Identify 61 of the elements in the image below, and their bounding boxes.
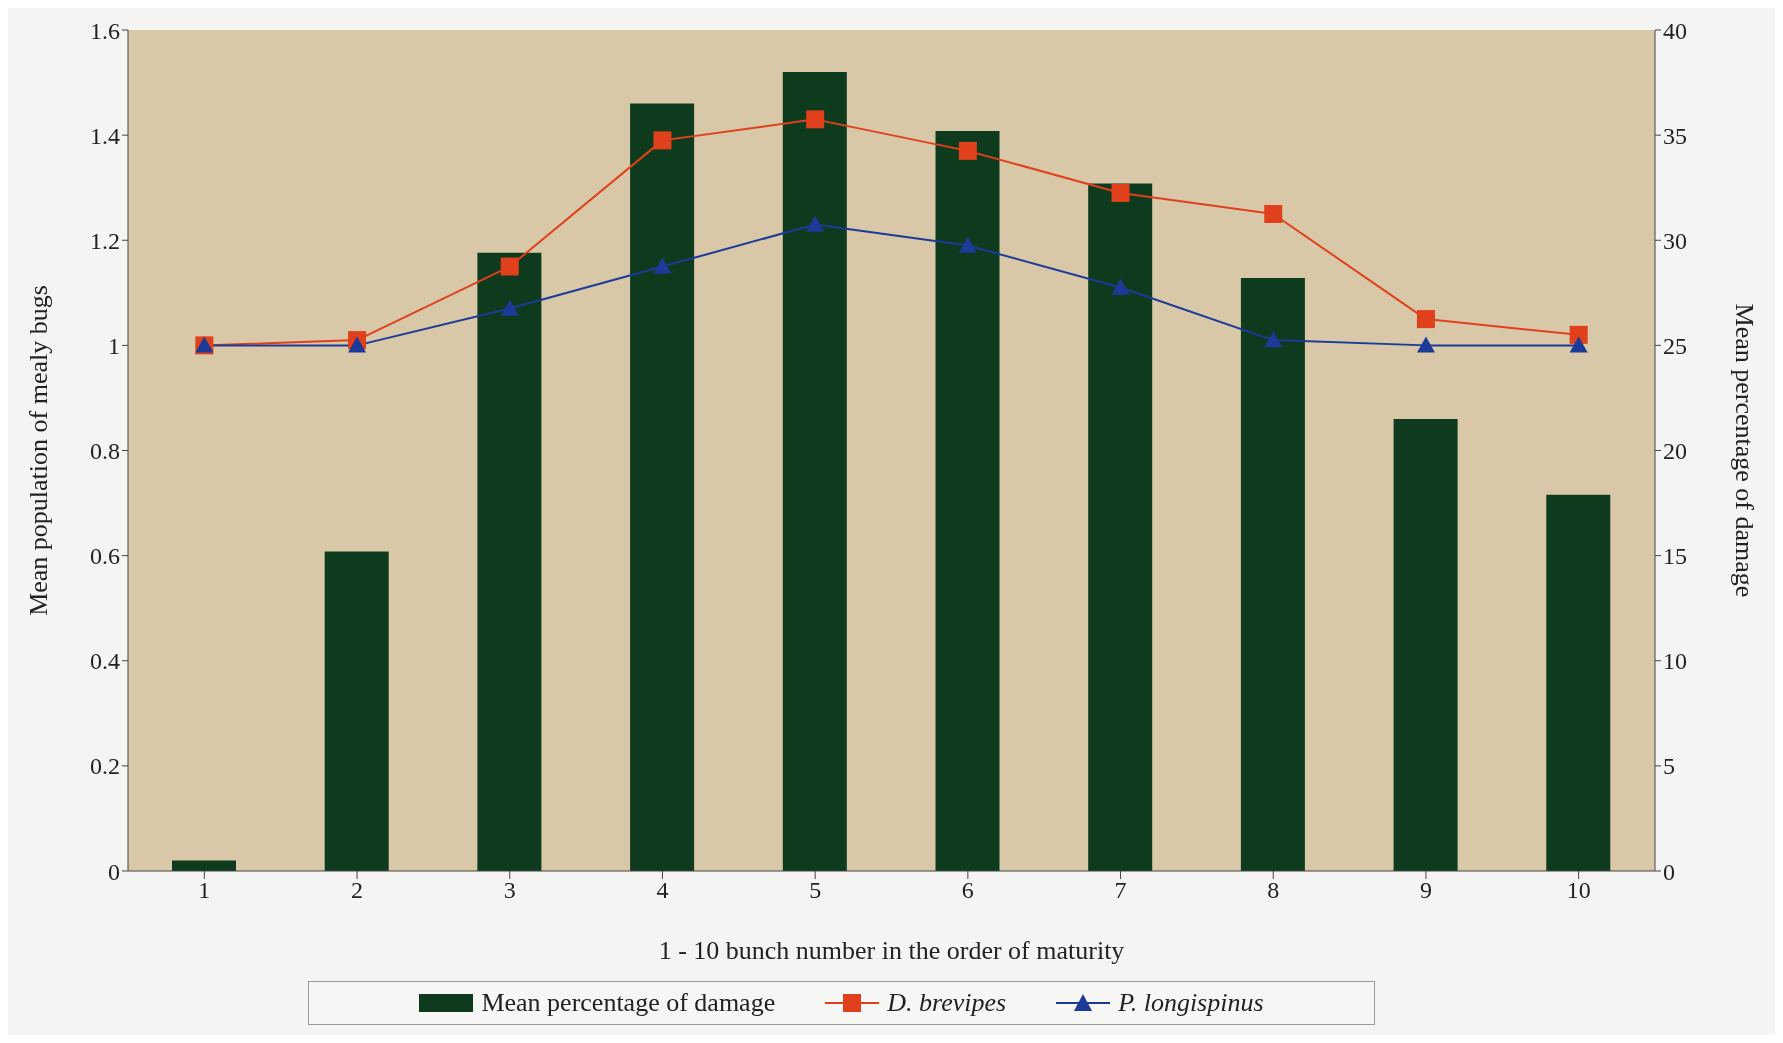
point — [958, 236, 977, 253]
y-tick-label: 0 — [108, 858, 120, 885]
y2-tick-label: 20 — [1663, 438, 1687, 465]
y2-tick-label: 40 — [1663, 17, 1687, 44]
point — [1111, 278, 1130, 295]
point — [1111, 183, 1130, 202]
point — [653, 257, 672, 274]
y-tick-label: 1 — [108, 332, 120, 359]
y-tick-label: 1.6 — [90, 17, 120, 44]
y-tick-label: 1.2 — [90, 227, 120, 254]
bar — [630, 103, 695, 871]
y2-tick-label: 15 — [1663, 543, 1687, 570]
point — [348, 336, 367, 353]
y-axis-title: Mean population of mealy bugs — [24, 285, 54, 616]
x-tick-label: 2 — [351, 877, 364, 904]
x-tick-label: 8 — [1267, 877, 1280, 904]
point — [500, 257, 519, 276]
y2-tick-label: 10 — [1663, 648, 1687, 675]
point — [1416, 336, 1435, 353]
x-tick-label: 10 — [1566, 877, 1591, 904]
x-tick-label: 5 — [809, 877, 822, 904]
y-tick-label: 0.4 — [90, 648, 120, 675]
point — [958, 141, 977, 160]
point — [1264, 331, 1283, 348]
bar — [324, 551, 389, 871]
y-tick-label: 0.6 — [90, 543, 120, 570]
y-tick-label: 0.8 — [90, 438, 120, 465]
y2-tick-label: 0 — [1663, 858, 1675, 885]
x-tick-label: 3 — [503, 877, 516, 904]
point — [500, 299, 519, 316]
x-tick-label: 9 — [1419, 877, 1432, 904]
x-tick-label: 6 — [961, 877, 974, 904]
point — [653, 131, 672, 150]
bar — [1546, 494, 1611, 871]
x-axis-title: 1 - 10 bunch number in the order of maturity — [658, 936, 1125, 965]
x-tick-label: 7 — [1114, 877, 1127, 904]
y2-tick-label: 25 — [1663, 332, 1687, 359]
bar — [1240, 278, 1305, 871]
point — [1264, 204, 1283, 223]
x-tick-label: 1 — [198, 877, 211, 904]
legend-label: P. longispinus — [1117, 988, 1264, 1018]
legend-label: Mean percentage of damage — [480, 988, 776, 1018]
bar — [172, 860, 236, 871]
point — [806, 110, 825, 129]
y2-tick-label: 35 — [1663, 122, 1687, 149]
x-tick-label: 4 — [656, 877, 669, 904]
y-tick-label: 1.4 — [90, 122, 120, 149]
legend-label: D. brevipes — [886, 988, 1007, 1018]
bar — [935, 130, 1000, 871]
y2-tick-label: 30 — [1663, 227, 1687, 254]
point — [1569, 325, 1588, 344]
bar — [782, 72, 847, 871]
y2-axis-title: Mean percentage of damage — [1729, 303, 1759, 598]
bar — [1088, 183, 1153, 871]
bar — [477, 252, 542, 871]
point — [1416, 310, 1435, 329]
y-tick-label: 0.2 — [90, 753, 120, 780]
bar — [1393, 418, 1458, 871]
y2-tick-label: 5 — [1663, 753, 1675, 780]
point — [806, 215, 825, 232]
point — [1569, 336, 1588, 353]
